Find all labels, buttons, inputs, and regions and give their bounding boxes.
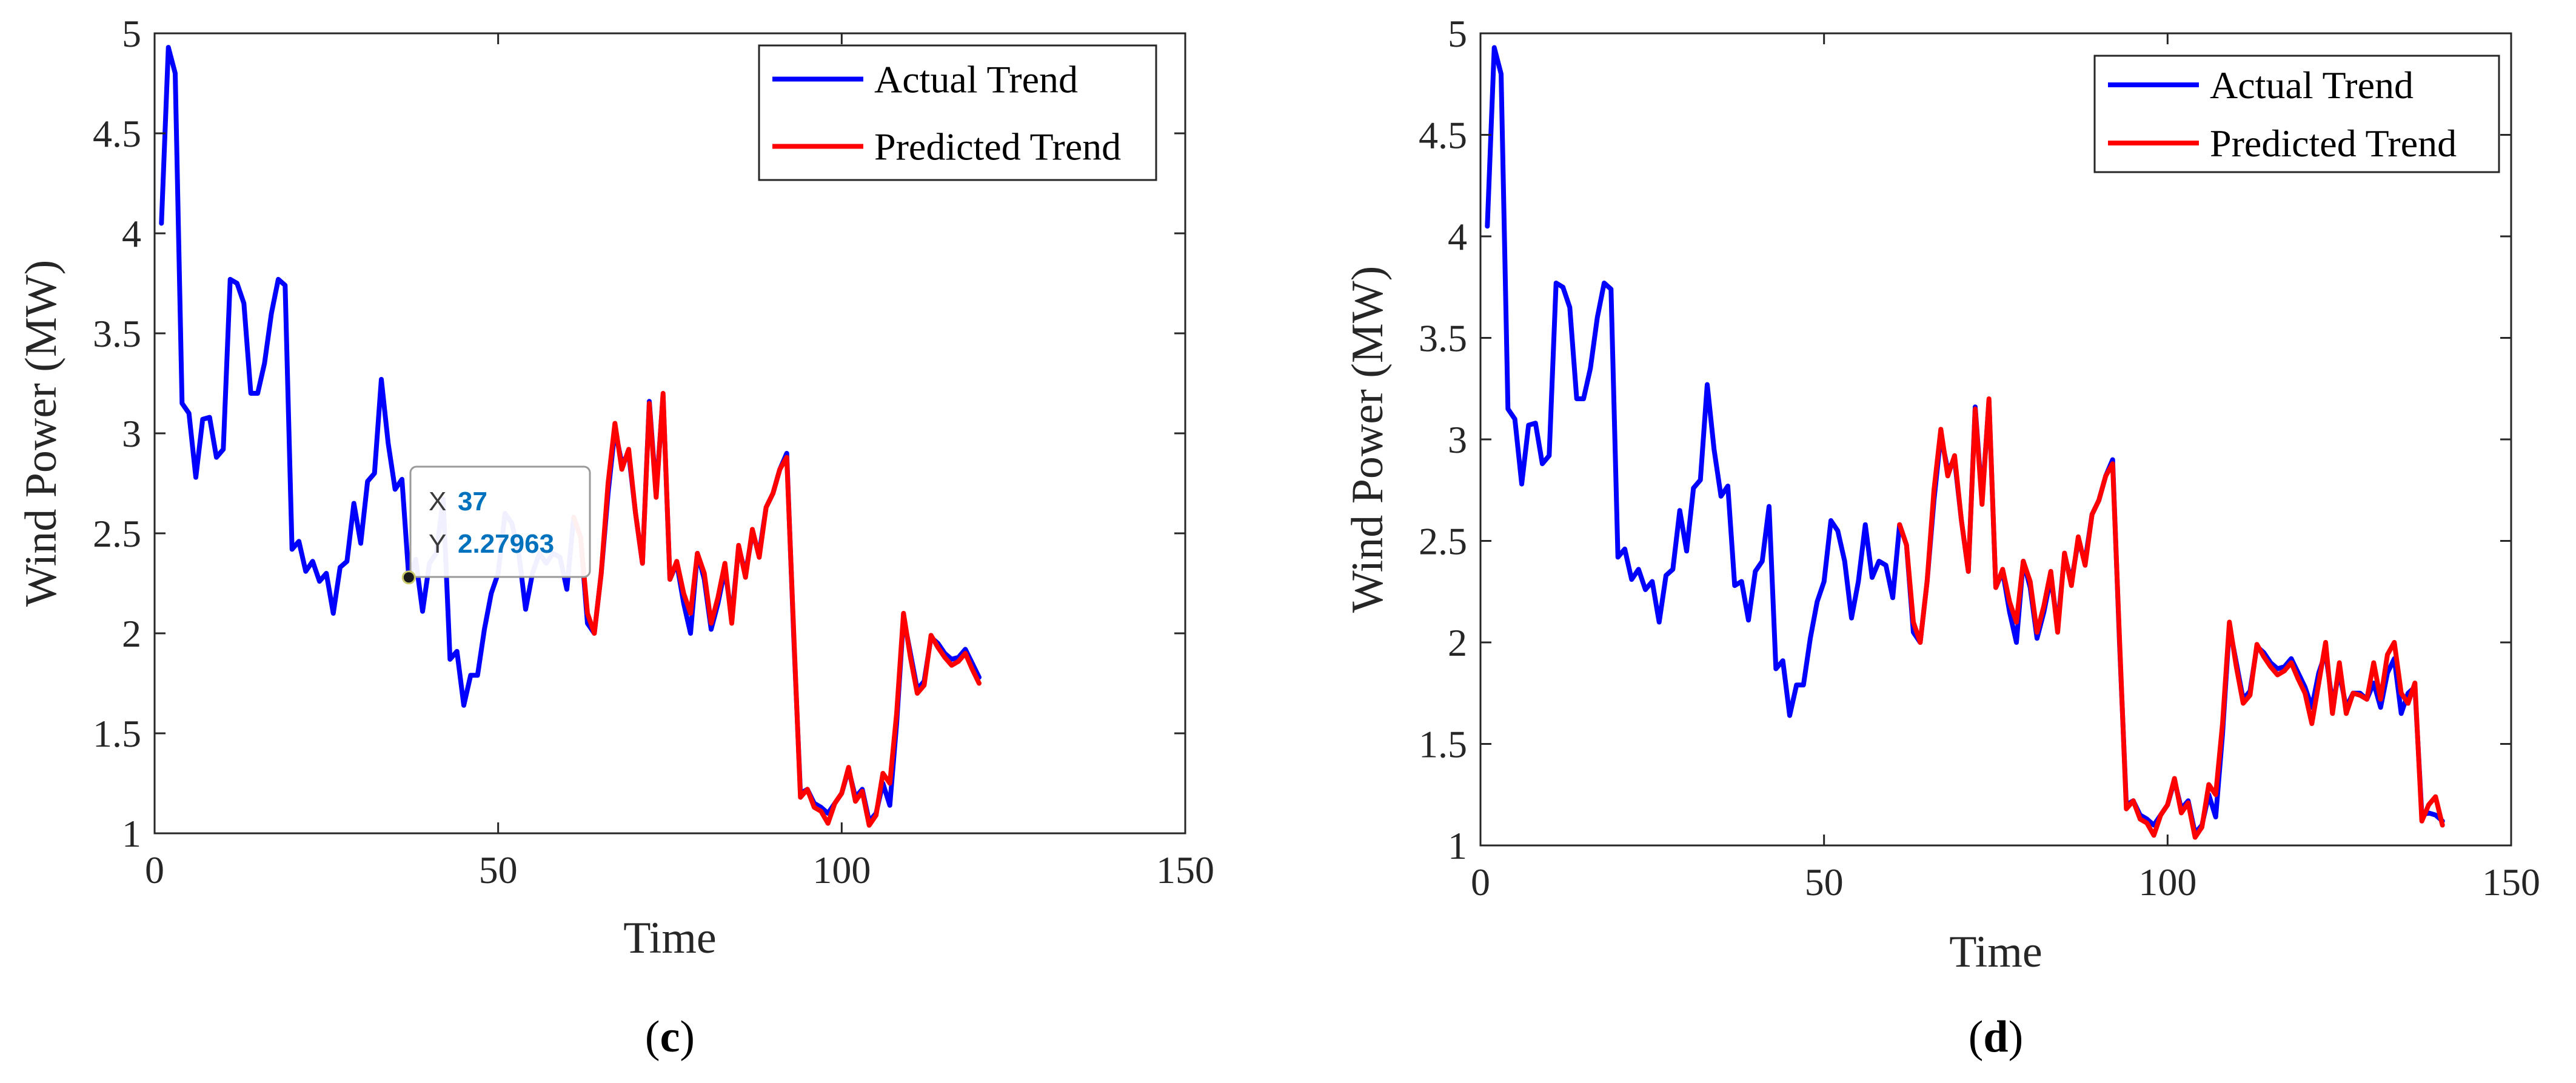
data-tip-x-label: X [429, 487, 446, 516]
y-tick-label: 2.5 [93, 512, 141, 555]
y-tick-label: 5 [122, 12, 141, 55]
y-tick-label: 1 [122, 812, 141, 855]
x-tick-label: 150 [1156, 848, 1214, 891]
data-tip[interactable]: X 37 Y 2.27963 [401, 465, 591, 585]
x-axis-title: Time [623, 913, 717, 963]
series-line-predicted [1897, 396, 2445, 840]
y-tick-label: 2 [1448, 621, 1467, 664]
chart-panel-d: 0 50 100 150 1 1.5 2 2.5 3 3.5 4 4.5 5 Time Wind Power… [1343, 12, 2540, 1062]
x-tick-label: 0 [145, 848, 164, 891]
legend-label: Predicted Trend [2210, 122, 2457, 165]
x-tick-label: 50 [479, 848, 518, 891]
x-axis-title: Time [1949, 927, 2042, 977]
legend: Actual Trend Predicted Trend [758, 44, 1157, 181]
y-tick-label: 3 [122, 412, 141, 455]
chart-panel-c: 0 50 100 150 1 1.5 2 2.5 3 3.5 4 4.5 5 Time Wind Power… [16, 12, 1214, 1062]
data-tip-x-value: 37 [458, 487, 487, 516]
legend-label: Actual Trend [2210, 64, 2414, 107]
y-tick-label: 5 [1448, 12, 1467, 55]
x-tick-label: 100 [812, 848, 871, 891]
y-tick-label: 4 [122, 212, 141, 255]
y-tick-label: 2.5 [1419, 520, 1467, 563]
legend-label: Predicted Trend [874, 125, 1121, 168]
y-tick-label: 4.5 [1419, 114, 1467, 157]
data-tip-y-label: Y [429, 529, 446, 559]
series-line-predicted [571, 391, 982, 828]
legend: Actual Trend Predicted Trend [2093, 55, 2500, 173]
y-tick-label: 4.5 [93, 112, 141, 155]
y-tick-label: 2 [122, 612, 141, 655]
y-tick-label: 1.5 [93, 712, 141, 755]
x-tick-label: 150 [2482, 861, 2540, 904]
data-tip-marker[interactable] [401, 570, 416, 585]
legend-box [758, 44, 1157, 181]
y-tick-label: 1.5 [1419, 723, 1467, 766]
legend-box [2093, 55, 2500, 173]
series-group [1485, 45, 2445, 840]
y-axis-title: Wind Power (MW) [1343, 266, 1393, 613]
panel-label: (c) [645, 1012, 695, 1062]
y-tick-label: 1 [1448, 824, 1467, 867]
y-tick-label: 4 [1448, 215, 1467, 258]
x-tick-label: 100 [2138, 861, 2196, 904]
y-tick-label: 3 [1448, 418, 1467, 461]
y-tick-label: 3.5 [1419, 317, 1467, 360]
y-axis-title: Wind Power (MW) [16, 260, 66, 607]
panel-label: (d) [1969, 1012, 2023, 1062]
data-tip-y-value: 2.27963 [458, 529, 554, 559]
x-tick-label: 50 [1805, 861, 1844, 904]
x-tick-label: 0 [1471, 861, 1490, 904]
data-tip-box [409, 465, 591, 578]
legend-label: Actual Trend [874, 58, 1078, 101]
y-tick-label: 3.5 [93, 312, 141, 355]
